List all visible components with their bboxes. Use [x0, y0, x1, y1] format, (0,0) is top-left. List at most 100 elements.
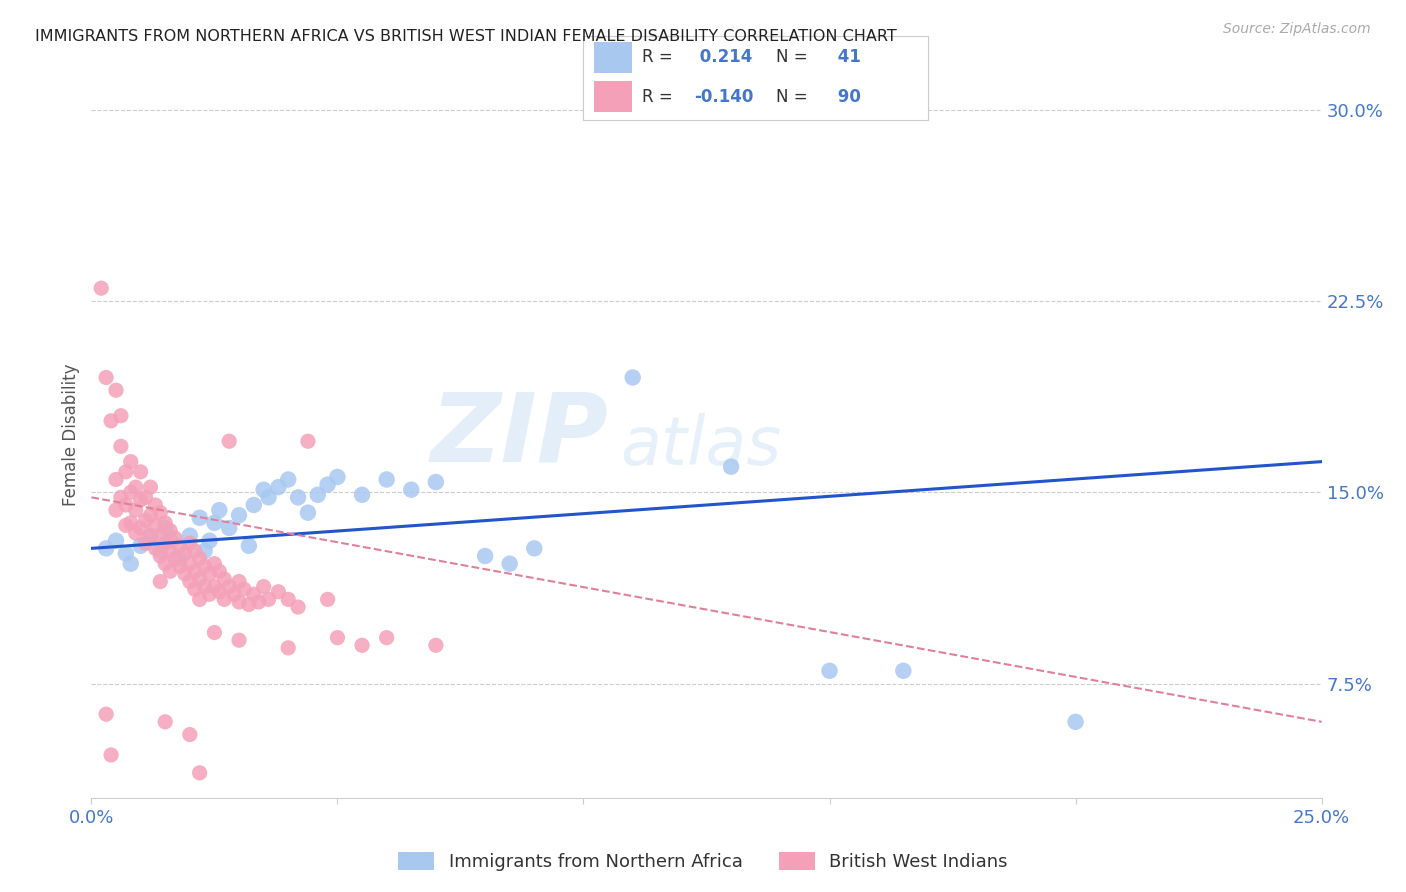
Point [129, 465, 152, 479]
Point [253, 483, 276, 497]
Point [222, 587, 246, 601]
Point [193, 544, 217, 558]
Point [208, 584, 231, 599]
Point [352, 488, 374, 502]
Text: Source: ZipAtlas.com: Source: ZipAtlas.com [1223, 22, 1371, 37]
Point [247, 595, 270, 609]
Point [818, 664, 841, 678]
Text: N =: N = [776, 87, 813, 105]
Point [621, 370, 644, 384]
Point [228, 508, 250, 523]
Point [425, 638, 447, 652]
Point [267, 584, 290, 599]
Point [277, 473, 299, 487]
Point [179, 557, 201, 571]
Point [100, 747, 122, 762]
Point [188, 551, 211, 566]
Point [188, 765, 211, 780]
Point [114, 546, 138, 560]
Point [498, 557, 520, 571]
Point [218, 580, 240, 594]
Point [202, 580, 225, 594]
Point [232, 582, 256, 597]
Point [179, 536, 201, 550]
Point [326, 631, 349, 645]
Point [159, 524, 181, 538]
Point [169, 551, 191, 566]
Legend: Immigrants from Northern Africa, British West Indians: Immigrants from Northern Africa, British… [391, 845, 1015, 879]
Point [277, 592, 299, 607]
Point [198, 587, 221, 601]
Point [105, 503, 127, 517]
Point [242, 587, 264, 601]
Point [110, 409, 132, 423]
Text: R =: R = [643, 87, 678, 105]
Point [238, 539, 260, 553]
Point [159, 533, 181, 548]
Point [110, 439, 132, 453]
Point [287, 600, 309, 615]
Point [114, 518, 138, 533]
Point [179, 728, 201, 742]
Point [287, 491, 309, 505]
Point [120, 455, 142, 469]
Point [193, 559, 217, 574]
Point [96, 370, 117, 384]
Point [891, 664, 914, 678]
Point [124, 503, 146, 517]
Point [163, 551, 186, 566]
Point [149, 544, 172, 558]
Point [124, 526, 146, 541]
Point [326, 470, 349, 484]
Point [375, 631, 398, 645]
Point [145, 541, 166, 556]
Point [153, 521, 177, 535]
Point [135, 491, 156, 505]
Point [96, 707, 117, 722]
Point [149, 549, 172, 563]
Point [129, 539, 152, 553]
Point [96, 541, 117, 556]
Point [212, 592, 235, 607]
Point [124, 480, 146, 494]
Text: 41: 41 [831, 48, 860, 66]
Text: 0.214: 0.214 [693, 48, 752, 66]
Point [257, 592, 280, 607]
Point [159, 564, 181, 578]
Point [90, 281, 112, 295]
Point [277, 640, 299, 655]
Point [202, 625, 225, 640]
Point [425, 475, 447, 489]
Point [169, 539, 191, 553]
Point [139, 528, 162, 542]
Point [174, 566, 197, 581]
Point [153, 516, 177, 530]
Point [139, 528, 162, 542]
Point [316, 477, 339, 491]
Point [399, 483, 422, 497]
Point [129, 521, 152, 535]
Point [153, 557, 177, 571]
Point [129, 492, 152, 507]
Point [208, 564, 231, 578]
Point [145, 518, 166, 533]
Point [159, 544, 181, 558]
Point [149, 506, 172, 520]
Point [179, 528, 201, 542]
Point [183, 582, 207, 597]
Point [242, 498, 264, 512]
Point [297, 434, 319, 449]
Point [218, 434, 240, 449]
Point [253, 580, 276, 594]
Point [100, 414, 122, 428]
Text: -0.140: -0.140 [693, 87, 754, 105]
Point [267, 480, 290, 494]
Point [228, 574, 250, 589]
Point [720, 459, 742, 474]
Point [120, 557, 142, 571]
Point [174, 546, 197, 560]
Text: 90: 90 [831, 87, 860, 105]
Point [169, 559, 191, 574]
Point [188, 592, 211, 607]
Point [352, 638, 374, 652]
